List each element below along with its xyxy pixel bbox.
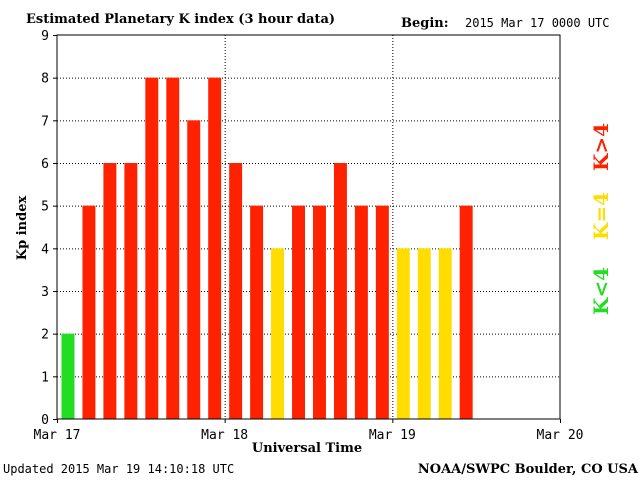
kp-bar	[187, 120, 201, 419]
y-tick-label: 2	[41, 328, 49, 343]
kp-bar	[459, 205, 473, 419]
x-tick-label: Mar 19	[369, 428, 416, 443]
legend: K>4 K=4 K<4	[589, 123, 613, 315]
y-tick-label: 1	[41, 370, 49, 385]
kp-bar	[292, 205, 305, 419]
y-tick-label: 8	[41, 72, 49, 87]
y-tick-label: 3	[41, 285, 49, 300]
kp-bar	[271, 248, 285, 419]
kp-bar	[166, 77, 180, 420]
kp-bar	[250, 205, 264, 419]
grid-lines	[57, 35, 560, 419]
y-tick-label: 4	[41, 242, 49, 257]
y-axis-ticks: 0 1 2 3 4 5 6 7 8 9	[41, 29, 57, 428]
kp-bar	[313, 205, 326, 419]
y-tick-label: 6	[41, 157, 49, 172]
x-tick-label: Mar 17	[34, 428, 81, 443]
legend-high: K>4	[589, 123, 613, 171]
kp-bar	[333, 163, 347, 419]
x-tick-label: Mar 18	[201, 428, 248, 443]
kp-bar	[438, 248, 452, 419]
legend-equal: K=4	[589, 192, 613, 240]
x-axis-ticks: Mar 17 Mar 18 Mar 19 Mar 20	[34, 419, 584, 443]
kp-bar	[82, 205, 96, 419]
kp-bar	[354, 205, 368, 419]
kp-bar	[417, 248, 431, 419]
kp-bar	[396, 248, 410, 419]
kp-bar	[375, 205, 389, 419]
begin-label: Begin:	[401, 16, 449, 31]
y-tick-label: 9	[41, 29, 49, 44]
chart-title: Estimated Planetary K index (3 hour data…	[26, 12, 335, 27]
x-axis-label: Universal Time	[252, 441, 362, 456]
kp-bar	[103, 163, 117, 419]
kp-bar	[145, 77, 159, 420]
bars	[61, 77, 473, 420]
kp-bar	[124, 163, 138, 419]
kp-bar	[208, 77, 222, 420]
y-axis-label: Kp index	[15, 196, 30, 261]
y-tick-label: 5	[41, 200, 49, 215]
y-tick-label: 7	[41, 114, 49, 129]
x-tick-label: Mar 20	[537, 428, 584, 443]
source-credit: NOAA/SWPC Boulder, CO USA	[418, 462, 639, 477]
legend-low: K<4	[589, 267, 613, 315]
plot-frame	[56, 34, 561, 420]
kp-bar	[61, 333, 75, 419]
y-tick-label: 0	[41, 413, 49, 428]
updated-timestamp: Updated 2015 Mar 19 14:10:18 UTC	[3, 462, 234, 476]
kp-bar	[229, 163, 243, 419]
begin-value: 2015 Mar 17 0000 UTC	[465, 16, 610, 30]
